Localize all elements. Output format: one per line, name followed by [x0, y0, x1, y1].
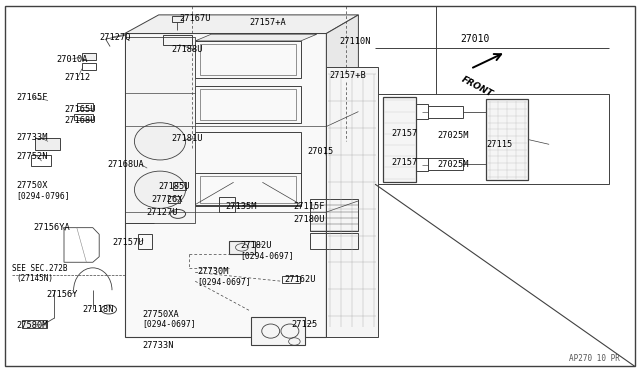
Text: 27115F: 27115F [293, 202, 324, 211]
Bar [173, 182, 186, 190]
Bar [200, 89, 296, 120]
Text: 27156YA: 27156YA [33, 223, 70, 232]
Bar [35, 138, 60, 150]
Text: 27112: 27112 [64, 73, 90, 81]
Text: 27135M: 27135M [225, 202, 257, 211]
Text: 27110N: 27110N [339, 37, 371, 46]
Text: SEE SEC.272B: SEE SEC.272B [12, 264, 67, 273]
Text: 27167U: 27167U [179, 14, 211, 23]
Bar [195, 132, 301, 205]
Text: AP270 10 PR: AP270 10 PR [569, 354, 620, 363]
Bar [219, 197, 235, 212]
Polygon shape [125, 33, 326, 337]
Text: [0294-0796]: [0294-0796] [16, 191, 70, 200]
Text: 27168UA: 27168UA [108, 160, 144, 169]
Bar [375, 94, 609, 184]
Bar [74, 114, 93, 120]
Text: 27733N: 27733N [142, 341, 173, 350]
Bar [22, 320, 47, 328]
Text: 27125: 27125 [292, 320, 318, 329]
Text: 27010A: 27010A [56, 55, 88, 64]
Text: 27127U: 27127U [146, 208, 177, 217]
Text: FRONT: FRONT [460, 74, 494, 99]
Bar [138, 234, 152, 249]
Bar [77, 103, 93, 110]
Text: 27188U: 27188U [172, 45, 203, 54]
Bar [310, 232, 358, 249]
Polygon shape [195, 34, 317, 41]
Bar [310, 199, 358, 231]
Ellipse shape [134, 123, 186, 160]
Bar [195, 173, 301, 206]
Text: 27750X: 27750X [16, 182, 47, 190]
Text: 27010: 27010 [461, 34, 490, 44]
Text: 27156Y: 27156Y [46, 291, 77, 299]
Text: 27157: 27157 [392, 158, 418, 167]
Bar [200, 176, 296, 203]
Polygon shape [326, 15, 358, 337]
Text: 27182U: 27182U [241, 241, 272, 250]
Bar [82, 63, 96, 70]
Text: 27157+B: 27157+B [330, 71, 366, 80]
Text: [0294-0697]: [0294-0697] [142, 320, 196, 328]
Text: 27726X: 27726X [151, 195, 182, 204]
Text: (27145N): (27145N) [16, 274, 53, 283]
Text: 27752N: 27752N [16, 152, 47, 161]
Text: 27115: 27115 [486, 140, 513, 149]
Bar [195, 86, 301, 123]
Text: [0294-0697]: [0294-0697] [197, 277, 251, 286]
Text: [0294-0697]: [0294-0697] [241, 251, 294, 260]
Polygon shape [125, 15, 358, 33]
Text: 27162U: 27162U [284, 275, 316, 284]
Text: 27025M: 27025M [438, 160, 469, 169]
Bar [31, 155, 51, 166]
Text: 27185U: 27185U [159, 182, 190, 191]
Bar [428, 158, 463, 170]
Text: 27180U: 27180U [293, 215, 324, 224]
Bar [229, 241, 255, 254]
Bar [428, 106, 463, 118]
Bar [486, 99, 528, 180]
Bar [163, 35, 192, 45]
Text: 27181U: 27181U [172, 134, 203, 143]
Polygon shape [326, 67, 378, 337]
Text: 27165F: 27165F [16, 93, 47, 102]
Polygon shape [383, 97, 416, 182]
Text: 27730M: 27730M [197, 267, 228, 276]
Text: 27025M: 27025M [438, 131, 469, 140]
Text: 27015: 27015 [307, 147, 333, 156]
Text: 27157: 27157 [392, 129, 418, 138]
Polygon shape [125, 37, 195, 223]
Text: 27127Q: 27127Q [99, 33, 131, 42]
Text: 27733M: 27733M [16, 133, 47, 142]
Text: 27168U: 27168U [64, 116, 95, 125]
Text: 27157+A: 27157+A [250, 18, 286, 27]
Bar [168, 196, 180, 203]
Bar [251, 317, 305, 345]
Bar [282, 276, 300, 283]
Bar [200, 44, 296, 75]
Bar [195, 41, 301, 78]
Bar [82, 53, 96, 60]
Bar [172, 16, 183, 22]
Text: 27157U: 27157U [112, 238, 143, 247]
Text: 27165U: 27165U [64, 105, 95, 114]
Text: 27750XA: 27750XA [142, 310, 179, 319]
Text: 27118N: 27118N [82, 305, 113, 314]
Ellipse shape [134, 171, 186, 208]
Text: 27580M: 27580M [16, 321, 47, 330]
